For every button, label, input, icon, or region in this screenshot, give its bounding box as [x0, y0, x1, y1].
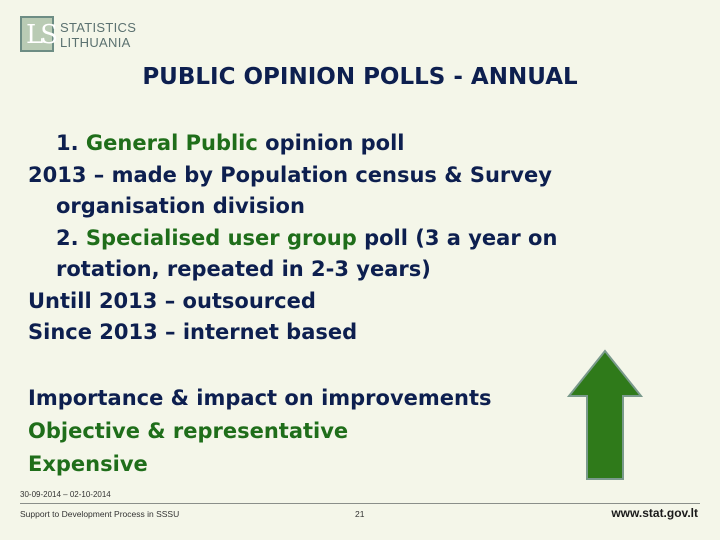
logo-mark: LS: [26, 20, 58, 50]
body-text: opinion poll: [257, 131, 405, 155]
importance-list: Importance & impact on improvements Obje…: [28, 382, 588, 481]
body-text: poll (3 a year on: [356, 225, 558, 250]
body-line-7: Since 2013 – internet based: [28, 320, 358, 344]
footer-divider: [20, 503, 700, 504]
item-number: 1.: [56, 131, 86, 155]
footer-project: Support to Development Process in SSSU: [20, 509, 180, 519]
body-line-4: 2. Specialised user group poll (3 a year…: [28, 223, 668, 255]
importance-line-2: Objective & representative: [28, 419, 349, 443]
slide-title: PUBLIC OPINION POLLS - ANNUAL: [142, 64, 578, 90]
slide-body: 1. General Public opinion poll 2013 – ma…: [28, 128, 668, 349]
up-arrow-shape: [566, 349, 644, 480]
statistics-lithuania-logo: LS STATISTICS LITHUANIA: [20, 16, 150, 58]
importance-line-3: Expensive: [28, 452, 148, 476]
up-arrow-icon: [566, 349, 644, 480]
logo-text: STATISTICS LITHUANIA: [60, 20, 136, 50]
logo-text-line2: LITHUANIA: [60, 35, 131, 50]
importance-line-1: Importance & impact on improvements: [28, 386, 492, 410]
footer-url: www.stat.gov.lt: [611, 506, 698, 520]
logo-text-line1: STATISTICS: [60, 20, 137, 35]
body-line-3: organisation division: [56, 194, 305, 218]
body-line-1: 1. General Public opinion poll: [28, 128, 668, 160]
page-number: 21: [355, 509, 365, 519]
item-number: 2.: [56, 225, 86, 250]
highlight-general-public: General Public: [85, 131, 258, 155]
footer-date: 30-09-2014 – 02-10-2014: [20, 490, 111, 499]
body-line-5: rotation, repeated in 2-3 years): [56, 257, 431, 281]
body-line-2: 2013 – made by Population census & Surve…: [28, 162, 552, 187]
logo-mark-box: LS: [20, 16, 58, 52]
body-line-6: Untill 2013 – outsourced: [28, 288, 316, 313]
highlight-specialised-user-group: Specialised user group: [85, 225, 357, 250]
